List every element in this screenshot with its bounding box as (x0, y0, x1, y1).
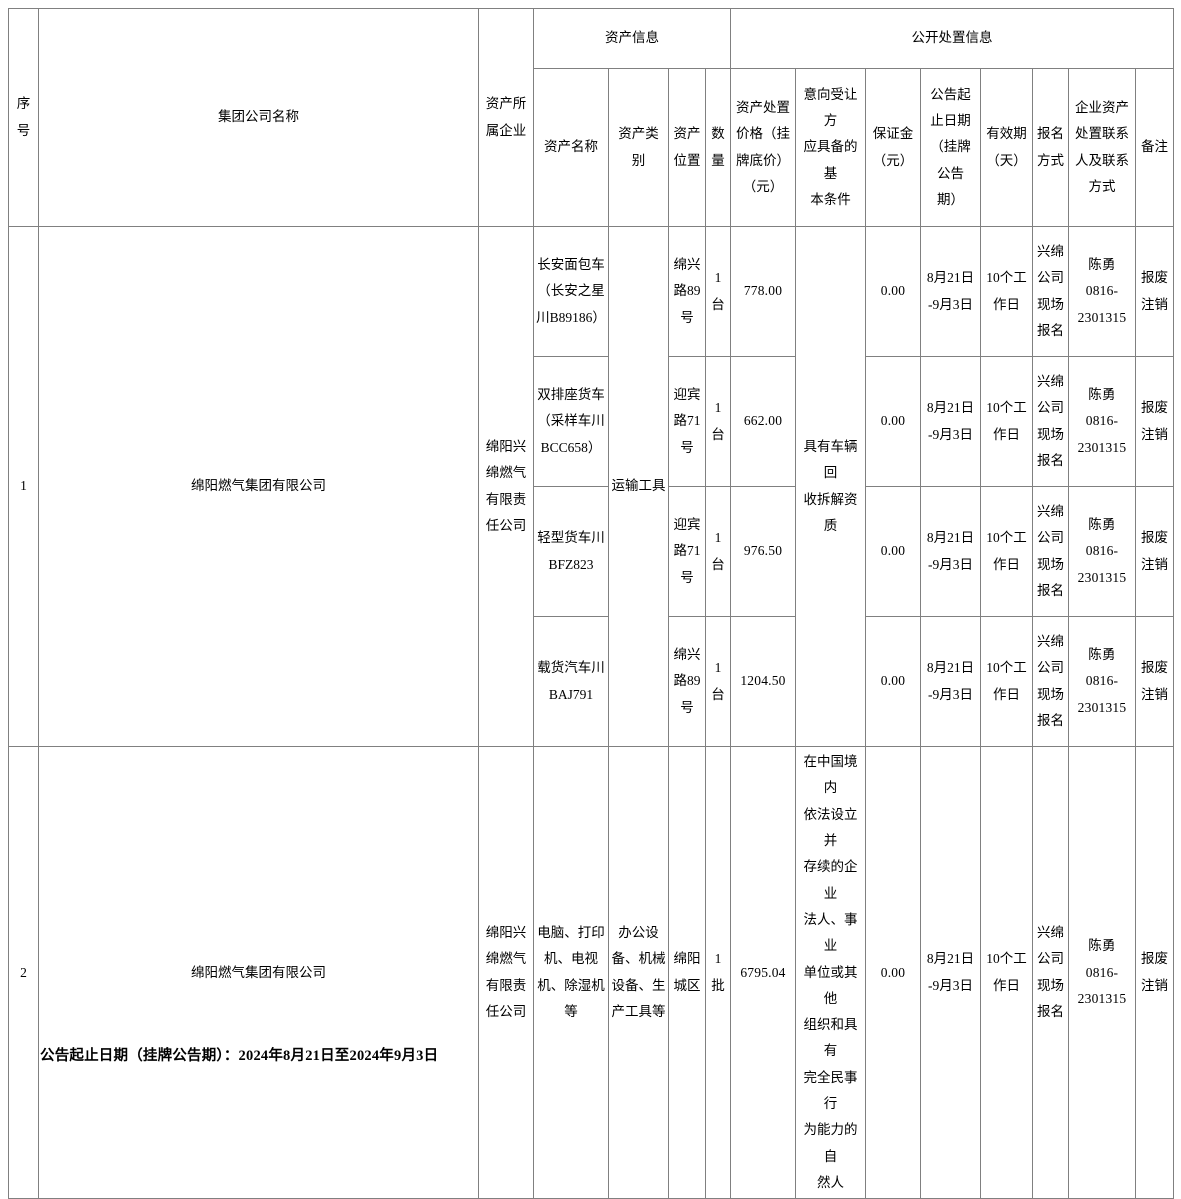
cell-disposal-price: 1204.50 (730, 616, 796, 747)
cell-disposal-price: 6795.04 (730, 745, 796, 1199)
cell-remarks: 报废 注销 (1135, 356, 1174, 487)
cell-validity-days: 10个工 作日 (980, 226, 1033, 357)
cell-contact: 陈勇 0816- 2301315 (1068, 616, 1136, 747)
cell-asset-name: 长安面包车 （长安之星 川B89186） (533, 226, 609, 357)
header-row-columns: 资产名称 资产类别 资产 位置 数量 资产处置 价格（挂 牌底价） （元） 意向受让方应… (9, 68, 1174, 227)
header-contact: 企业资产 处置联系 人及联系 方式 (1068, 68, 1136, 227)
cell-asset-category: 办公设 备、机械 设备、生 产工具等 (608, 745, 669, 1199)
table-header: 序号 集团公司名称 资产所 属企业 资产信息 公开处置信息 资产名称 资产类别 资… (8, 8, 1174, 227)
cell-quantity: 1台 (705, 616, 731, 747)
header-public-disposal-group: 公开处置信息 (730, 8, 1174, 69)
cell-remarks: 报废 注销 (1135, 616, 1174, 747)
header-asset-category: 资产类别 (608, 68, 669, 227)
cell-deposit: 0.00 (865, 745, 921, 1199)
cell-remarks: 报废 注销 (1135, 745, 1174, 1199)
cell-validity-days: 10个工 作日 (980, 745, 1033, 1199)
cell-asset-name: 轻型货车川 BFZ823 (533, 486, 609, 617)
cell-asset-name: 双排座货车 （采样车川 BCC658） (533, 356, 609, 487)
header-transferee-conditions: 意向受让方 应具备的基 本条件 (795, 68, 866, 227)
cell-disposal-price: 976.50 (730, 486, 796, 617)
cell-deposit: 0.00 (865, 486, 921, 617)
table-body: 1 绵阳燃气集团有限公司 绵阳兴 绵燃气 有限责 任公司 长安面包车 （长安之星 川B89186… (8, 226, 1174, 1199)
cell-asset-location: 绵兴 路89 号 (668, 226, 706, 357)
cell-quantity: 1台 (705, 356, 731, 487)
cell-announcement-period: 8月21日 -9月3日 (920, 616, 981, 747)
announcement-period-note: 公告起止日期（挂牌公告期）：2024年8月21日至2024年9月3日 (40, 1048, 439, 1064)
row-group-company: 绵阳燃气集团有限公司 (38, 226, 479, 747)
cell-asset-location: 绵兴 路89 号 (668, 616, 706, 747)
cell-validity-days: 10个工 作日 (980, 356, 1033, 487)
header-validity-days: 有效期 （天） (980, 68, 1033, 227)
cell-validity-days: 10个工 作日 (980, 486, 1033, 617)
cell-announcement-period: 8月21日 -9月3日 (920, 486, 981, 617)
cell-signup-method: 兴绵 公司 现场 报名 (1032, 226, 1069, 357)
cell-asset-location: 迎宾 路71 号 (668, 356, 706, 487)
cell-announcement-period: 8月21日 -9月3日 (920, 356, 981, 487)
cell-asset-name: 载货汽车川 BAJ791 (533, 616, 609, 747)
row-asset-owner: 绵阳兴 绵燃气 有限责 任公司 (478, 226, 534, 747)
cell-asset-location: 迎宾 路71 号 (668, 486, 706, 617)
cell-contact: 陈勇 0816- 2301315 (1068, 486, 1136, 617)
cell-quantity: 1台 (705, 226, 731, 357)
cell-contact: 陈勇 0816- 2301315 (1068, 356, 1136, 487)
cell-disposal-price: 778.00 (730, 226, 796, 357)
header-asset-name: 资产名称 (533, 68, 609, 227)
header-asset-location: 资产 位置 (668, 68, 706, 227)
row-asset-owner: 绵阳兴 绵燃气 有限责 任公司 (478, 745, 534, 1199)
cell-quantity: 1批 (705, 745, 731, 1199)
cell-remarks: 报废 注销 (1135, 226, 1174, 357)
cell-signup-method: 兴绵 公司 现场 报名 (1032, 745, 1069, 1199)
row-group-company: 绵阳燃气集团有限公司 (38, 745, 479, 1199)
cell-announcement-period: 8月21日 -9月3日 (920, 226, 981, 357)
cell-quantity: 1台 (705, 486, 731, 617)
header-quantity: 数量 (705, 68, 731, 227)
cell-signup-method: 兴绵 公司 现场 报名 (1032, 356, 1069, 487)
row-seq: 1 (8, 226, 39, 747)
cell-asset-category: 运输工具 (608, 226, 669, 747)
header-asset-info-group: 资产信息 (533, 8, 731, 69)
cell-validity-days: 10个工 作日 (980, 616, 1033, 747)
header-asset-owner: 资产所 属企业 (478, 8, 534, 227)
cell-deposit: 0.00 (865, 226, 921, 357)
cell-asset-location: 绵阳 城区 (668, 745, 706, 1199)
header-remarks: 备注 (1135, 68, 1174, 227)
header-disposal-price: 资产处置 价格（挂 牌底价） （元） (730, 68, 796, 227)
table-row: 载货汽车川 BAJ791 绵兴 路89 号 1台 1204.50 0.00 8月21日 -9月3日… (9, 616, 1174, 747)
header-group-company: 集团公司名称 (38, 8, 479, 227)
asset-disposal-table: 序号 集团公司名称 资产所 属企业 资产信息 公开处置信息 资产名称 资产类别 资… (8, 8, 1174, 1199)
cell-asset-name: 电脑、打印 机、电视 机、除湿机等 (533, 745, 609, 1199)
cell-transferee-conditions: 在中国境内 依法设立并 存续的企业 法人、事业 单位或其他 组织和具有 完全民事行 为能力的自… (795, 745, 866, 1199)
header-row-groups: 序号 集团公司名称 资产所 属企业 资产信息 公开处置信息 (8, 8, 1174, 227)
cell-remarks: 报废 注销 (1135, 486, 1174, 617)
cell-disposal-price: 662.00 (730, 356, 796, 487)
header-seq: 序号 (8, 8, 39, 227)
table-row: 轻型货车川 BFZ823 迎宾 路71 号 1台 976.50 0.00 8月21日 -9月3日 1… (9, 486, 1174, 617)
cell-contact: 陈勇 0816- 2301315 (1068, 745, 1136, 1199)
table-row: 双排座货车 （采样车川 BCC658） 迎宾 路71 号 1台 662.00 0.00 8月21日… (9, 356, 1174, 487)
cell-transferee-conditions: 具有车辆回 收拆解资质 (795, 226, 866, 747)
header-signup-method: 报名 方式 (1032, 68, 1069, 227)
row-seq: 2 (8, 745, 39, 1199)
cell-signup-method: 兴绵 公司 现场 报名 (1032, 486, 1069, 617)
table-row: 1 绵阳燃气集团有限公司 绵阳兴 绵燃气 有限责 任公司 长安面包车 （长安之星 川B89186… (8, 226, 1174, 747)
header-announcement-period: 公告起 止日期 （挂牌 公告 期） (920, 68, 981, 227)
cell-announcement-period: 8月21日 -9月3日 (920, 745, 981, 1199)
cell-deposit: 0.00 (865, 356, 921, 487)
cell-deposit: 0.00 (865, 616, 921, 747)
header-deposit: 保证金 （元） (865, 68, 921, 227)
cell-contact: 陈勇 0816- 2301315 (1068, 226, 1136, 357)
document-page: 序号 集团公司名称 资产所 属企业 资产信息 公开处置信息 资产名称 资产类别 资… (8, 8, 1174, 1199)
table-row: 2 绵阳燃气集团有限公司 绵阳兴 绵燃气 有限责 任公司 电脑、打印 机、电视 机、除湿机等办公… (8, 745, 1174, 1199)
cell-signup-method: 兴绵 公司 现场 报名 (1032, 616, 1069, 747)
